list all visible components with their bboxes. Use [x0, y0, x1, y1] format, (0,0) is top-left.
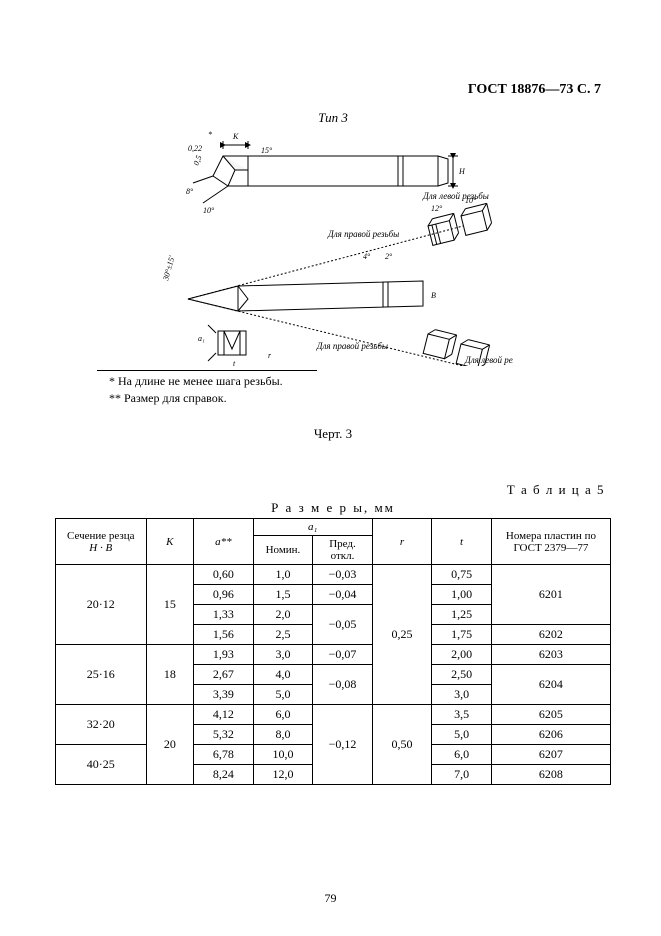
svg-text:30°±15′: 30°±15′: [161, 254, 177, 282]
svg-text:a₁: a₁: [198, 334, 205, 343]
svg-text:4°: 4°: [363, 252, 371, 261]
svg-text:Для левой резьбы: Для левой резьбы: [422, 191, 489, 201]
svg-text:Для правой резьбы: Для правой резьбы: [327, 229, 399, 239]
svg-text:Для правой резьбы: Для правой резьбы: [316, 341, 388, 351]
dimensions-table: Сечение резца H · B K a** a₁ r t Номера …: [55, 518, 611, 785]
svg-text:12°: 12°: [431, 204, 443, 213]
table-caption: Р а з м е р ы, мм: [55, 500, 611, 516]
col-r: r: [372, 519, 432, 565]
col-section: Сечение резца H · B: [56, 519, 147, 565]
col-a1-dev: Пред. откл.: [313, 536, 373, 565]
svg-text:r: r: [268, 351, 272, 360]
svg-text:2°: 2°: [385, 252, 393, 261]
page-header-gost: ГОСТ 18876—73 С. 7: [468, 82, 601, 98]
svg-text:K: K: [232, 132, 239, 141]
svg-text:0,22: 0,22: [188, 144, 202, 153]
table-row: 25·16 18 1,93 3,0 −0,07 2,00 6203: [56, 645, 611, 665]
svg-text:0,5: 0,5: [192, 154, 204, 167]
figure-caption: Черт. 3: [55, 426, 611, 442]
footnote-1: * На длине не менее шага резьбы.: [97, 374, 317, 389]
svg-text:15°: 15°: [261, 146, 273, 155]
col-t: t: [432, 519, 492, 565]
svg-text:t: t: [233, 359, 236, 366]
page-number: 79: [0, 891, 661, 906]
svg-text:10°: 10°: [465, 196, 477, 205]
table-header-row-1: Сечение резца H · B K a** a₁ r t Номера …: [56, 519, 611, 536]
table-row: 20·12 15 0,60 1,0 −0,03 0,25 0,75 6201: [56, 565, 611, 585]
svg-text:H: H: [458, 167, 466, 176]
svg-text:B: B: [431, 291, 436, 300]
col-a1: a₁: [253, 519, 372, 536]
svg-text:10°: 10°: [203, 206, 215, 215]
technical-figure: K * 15° 0,22 0,5 8° 10° H Для левой резь…: [153, 131, 513, 366]
figure-type-label: Тип 3: [55, 110, 611, 126]
footnotes-block: * На длине не менее шага резьбы. ** Разм…: [97, 370, 317, 406]
svg-text:8°: 8°: [186, 187, 194, 196]
table-number-label: Т а б л и ц а 5: [55, 482, 605, 498]
table-row: 32·20 20 4,12 6,0 −0,12 0,50 3,5 6205: [56, 705, 611, 725]
col-plates: Номера пластин по ГОСТ 2379—77: [491, 519, 610, 565]
svg-text:Для левой резьбы: Для левой резьбы: [464, 355, 513, 365]
footnote-2: ** Размер для справок.: [97, 391, 317, 406]
col-a: a**: [194, 519, 254, 565]
svg-text:*: *: [208, 131, 212, 139]
col-k: K: [146, 519, 194, 565]
col-a1-nom: Номин.: [253, 536, 313, 565]
